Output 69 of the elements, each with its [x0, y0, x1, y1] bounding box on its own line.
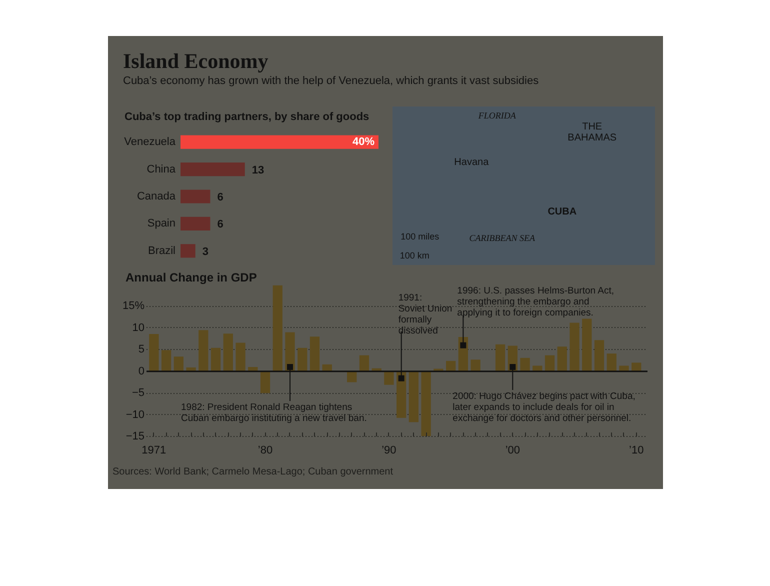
- chart-title: Annual Change in GDP: [126, 270, 257, 284]
- bar: [180, 162, 245, 176]
- text: FLORIDA: [477, 110, 516, 120]
- bar: [384, 371, 394, 385]
- y-tick-label: 0: [138, 365, 145, 378]
- bar: [223, 334, 233, 372]
- bar: [470, 360, 480, 372]
- text: CARIBBEAN SEA: [469, 232, 536, 243]
- y-tick-label: 10: [132, 322, 145, 334]
- data-label: 3: [202, 246, 208, 258]
- bar: [310, 336, 320, 372]
- y-tick-label: 5: [138, 344, 145, 356]
- bar: [359, 355, 370, 372]
- bar: [161, 350, 172, 372]
- text: CUBA: [548, 206, 577, 218]
- data-label: 6: [217, 192, 224, 204]
- bar: [421, 371, 431, 436]
- bar: [495, 344, 506, 372]
- x-tick-label: 1971: [142, 444, 166, 456]
- annotation: 2000: Hugo Chávez begins pact with Cuba, later expands to include deals for oil in exchange for doctors and other personnel.: [452, 391, 636, 424]
- x-tick-label: ’80: [258, 444, 273, 456]
- y-tick-label: 15%: [122, 300, 145, 312]
- bar: [210, 348, 221, 372]
- bar: [198, 330, 208, 372]
- y-tick-label: Canada: [136, 190, 176, 202]
- annotation: 1991: Soviet Union formally dissolved: [398, 292, 452, 336]
- bar: [180, 244, 196, 258]
- y-tick-label: −15: [126, 430, 145, 442]
- bar: [557, 346, 567, 372]
- bar: [180, 190, 210, 204]
- chart-subtitle: Cuba’s economy has grown with the help of Venezuela, which grants it vast subsidies: [123, 74, 539, 88]
- bar: [446, 360, 456, 372]
- chart-title: Island Economy: [123, 49, 270, 73]
- y-tick-label: −10: [126, 408, 145, 421]
- bar: [347, 371, 357, 382]
- data-label: 6: [217, 218, 224, 231]
- y-tick-label: China: [146, 163, 176, 176]
- bar: [520, 358, 530, 372]
- y-tick-label: −5: [132, 387, 145, 400]
- bar: [180, 135, 378, 149]
- bar: [408, 371, 419, 422]
- bar: [174, 356, 184, 372]
- text: Cuba’s top trading partners, by share of goods: [124, 111, 370, 123]
- y-tick-label: Brazil: [148, 244, 176, 257]
- data-label: 40%: [352, 136, 375, 148]
- bar: [272, 285, 282, 372]
- source-note: Sources: World Bank; Carmelo Mesa-Lago; Cuban government: [112, 466, 394, 478]
- y-tick-label: Spain: [147, 218, 176, 230]
- annotation: 1982: President Ronald Reagan tightens Cuban embargo instituting a new travel ban.: [180, 402, 367, 424]
- bar: [180, 216, 210, 230]
- text: THE BAHAMAS: [568, 121, 617, 144]
- bar: [606, 354, 616, 372]
- bar: [236, 342, 246, 372]
- bar: [544, 355, 555, 372]
- text: 100 miles: [400, 232, 440, 242]
- bar: [582, 318, 592, 372]
- bar: [298, 348, 308, 372]
- x-tick-label: ’90: [382, 444, 396, 456]
- x-tick-label: ’00: [505, 444, 520, 456]
- bar: [149, 334, 159, 372]
- bar: [260, 371, 270, 394]
- annotation: 1996: U.S. passes Helms-Burton Act, strengthening the embargo and applying it to foreign companies.: [457, 285, 614, 318]
- text: Havana: [454, 156, 490, 168]
- x-tick-label: ’10: [629, 444, 644, 456]
- data-label: 13: [252, 164, 264, 176]
- bar: [570, 322, 580, 372]
- text: 100 km: [400, 250, 430, 260]
- y-tick-label: Venezuela: [124, 136, 176, 148]
- bar: [594, 340, 604, 372]
